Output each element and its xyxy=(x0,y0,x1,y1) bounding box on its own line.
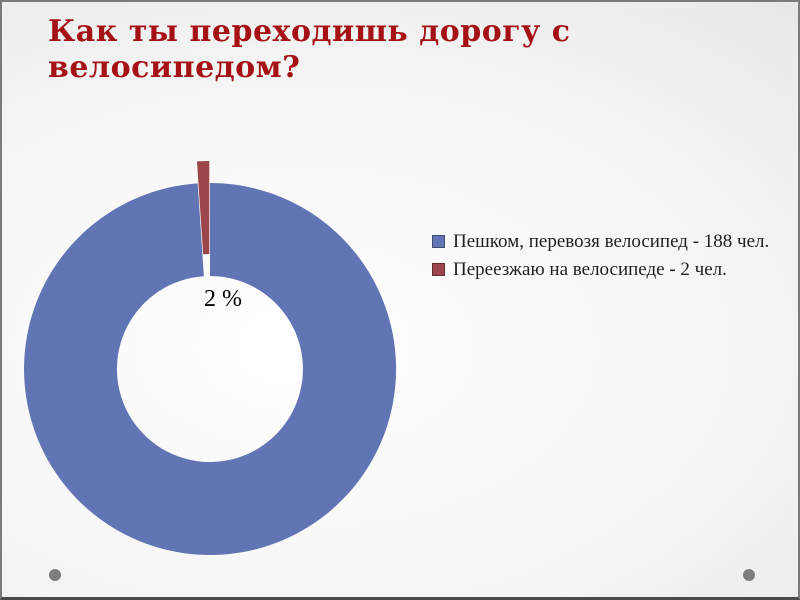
donut-chart: 2 % 98 % xyxy=(2,142,432,572)
donut-chart-svg xyxy=(24,161,397,555)
footer-dot-right xyxy=(743,569,755,581)
chart-legend: Пешком, перевозя велосипед - 188 чел. Пе… xyxy=(432,228,784,284)
data-label-small-slice: 2 % xyxy=(204,286,242,312)
legend-swatch-blue xyxy=(432,235,445,248)
slide-title: Как ты переходишь дорогу с велосипедом? xyxy=(48,14,571,85)
donut-slice-1 xyxy=(24,183,397,555)
legend-item-walk: Пешком, перевозя велосипед - 188 чел. xyxy=(432,228,784,256)
legend-item-ride: Переезжаю на велосипеде - 2 чел. xyxy=(432,256,784,284)
donut-slice-2 xyxy=(196,161,210,255)
legend-label: Пешком, перевозя велосипед - 188 чел. xyxy=(453,231,770,252)
legend-label: Переезжаю на велосипеде - 2 чел. xyxy=(453,259,727,280)
legend-swatch-red xyxy=(432,263,445,276)
footer-dot-left xyxy=(49,569,61,581)
